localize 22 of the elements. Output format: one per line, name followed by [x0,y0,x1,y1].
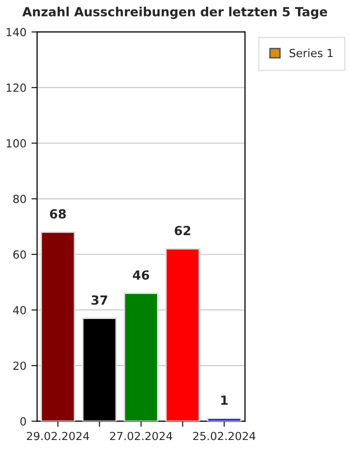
y-tick-label: 0 [20,417,26,426]
data-label: 1 [221,396,228,405]
x-tick-label: 25.02.2024 [193,432,256,440]
y-tick-label: 80 [13,194,26,204]
data-label: 46 [132,270,150,280]
bar [124,292,158,422]
data-label: 68 [50,209,66,219]
bar [206,418,242,422]
y-tick-label: 20 [13,362,26,370]
bar [40,231,76,422]
data-label: 37 [92,295,108,305]
y-tick-label: 100 [6,139,26,148]
x-tick-label: 29.02.2024 [26,432,90,440]
data-label: 62 [174,226,190,236]
x-tick-label: 27.02.2024 [110,432,172,440]
y-tick-label: 60 [13,250,26,259]
chart-title: Anzahl Ausschreibungen der letzten 5 Tage [22,6,328,19]
text: Series 1 [290,48,333,58]
y-tick-label: 120 [6,84,26,92]
y-tick-label: 40 [13,306,26,314]
y-tick-label: 140 [6,28,26,36]
bar [165,248,200,422]
